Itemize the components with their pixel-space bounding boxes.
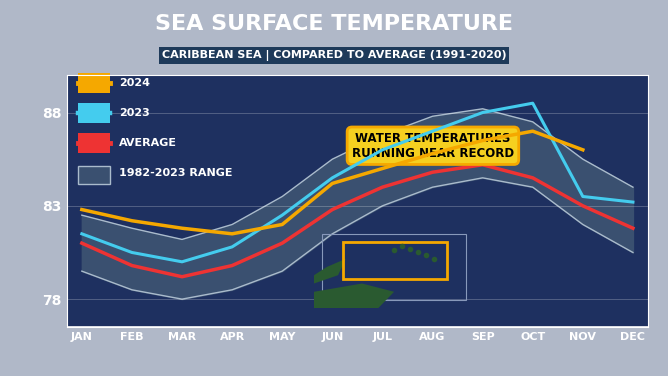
FancyBboxPatch shape [78,103,110,123]
FancyBboxPatch shape [78,133,110,153]
Text: AVERAGE: AVERAGE [119,138,177,148]
FancyBboxPatch shape [78,73,110,93]
Bar [322,234,466,300]
Bar [343,242,447,279]
Text: CARIBBEAN SEA | COMPARED TO AVERAGE (1991-2020): CARIBBEAN SEA | COMPARED TO AVERAGE (199… [162,50,506,61]
Text: WATER TEMPERATURES
RUNNING NEAR RECORD: WATER TEMPERATURES RUNNING NEAR RECORD [352,132,514,160]
Text: SEA SURFACE TEMPERATURE: SEA SURFACE TEMPERATURE [155,14,513,34]
Text: 1982-2023 RANGE: 1982-2023 RANGE [119,168,232,179]
Text: 2023: 2023 [119,108,150,118]
Polygon shape [314,284,394,308]
Text: 2024: 2024 [119,78,150,88]
FancyBboxPatch shape [78,166,110,183]
Polygon shape [314,259,346,284]
